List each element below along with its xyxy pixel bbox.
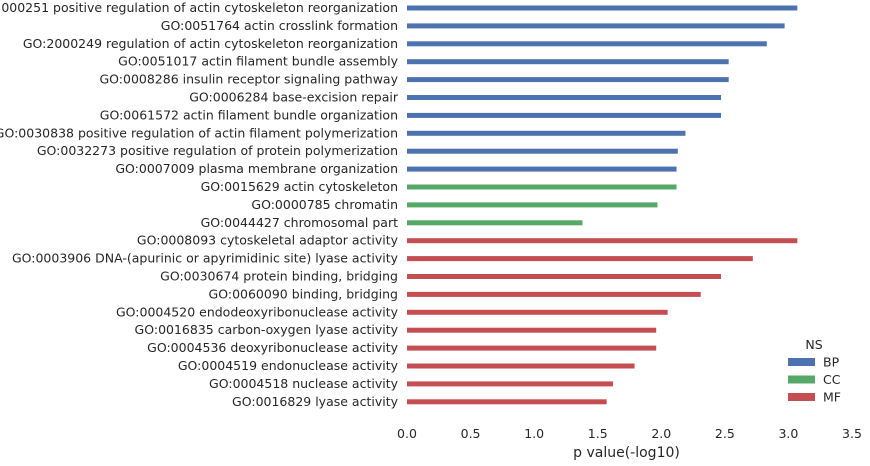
- category-label: GO:0051017 actin filament bundle assembl…: [118, 54, 398, 69]
- bar: [407, 309, 668, 315]
- category-label: GO:0004519 endonuclease activity: [178, 358, 399, 373]
- category-label: GO:0016835 carbon-oxygen lyase activity: [135, 322, 399, 337]
- legend-title: NS: [805, 337, 822, 352]
- x-tick-label: 0.0: [397, 426, 417, 441]
- category-label: GO:0007009 plasma membrane organization: [115, 161, 398, 176]
- category-label: GO:0008093 cytoskeletal adaptor activity: [137, 233, 399, 248]
- category-label: GO:0030838 positive regulation of actin …: [0, 125, 398, 140]
- category-label: GO:0044427 chromosomal part: [201, 215, 398, 230]
- legend: NS BP CC MF: [788, 337, 841, 405]
- category-label: GO:0051764 actin crosslink formation: [161, 18, 398, 33]
- x-axis-ticks: 0.0 0.5 1.0 1.5 2.0 2.5 3.0 3.5: [397, 426, 862, 441]
- bar: [407, 23, 785, 29]
- x-tick-label: 0.5: [461, 426, 481, 441]
- category-label: GO:0000785 chromatin: [251, 197, 398, 212]
- category-label: GO:0003906 DNA-(apurinic or apyrimidinic…: [12, 251, 399, 266]
- category-label: GO:0006284 base-excision repair: [189, 90, 399, 105]
- category-labels: GO:2000251 positive regulation of actin …: [0, 0, 399, 409]
- bar: [407, 5, 798, 11]
- category-label: GO:0004520 endodeoxyribonuclease activit…: [116, 304, 399, 319]
- legend-swatch: [788, 375, 815, 384]
- category-label: GO:0030674 protein binding, bridging: [160, 269, 398, 284]
- bar: [407, 238, 798, 244]
- legend-label: BP: [823, 355, 840, 370]
- category-label: GO:0061572 actin filament bundle organiz…: [100, 107, 398, 122]
- category-label: GO:0060090 binding, bridging: [209, 286, 398, 301]
- x-tick-label: 3.5: [842, 426, 862, 441]
- category-label: GO:0004536 deoxyribonuclease activity: [147, 340, 398, 355]
- bar: [407, 112, 722, 118]
- bar: [407, 256, 753, 262]
- category-label: GO:2000249 regulation of actin cytoskele…: [23, 36, 398, 51]
- bars-group: [407, 5, 798, 405]
- bar: [407, 130, 686, 136]
- bar: [407, 363, 635, 369]
- x-tick-label: 3.0: [778, 426, 798, 441]
- category-label: GO:0004518 nuclease activity: [209, 376, 399, 391]
- bar: [407, 399, 607, 405]
- bar: [407, 59, 729, 65]
- bar: [407, 95, 722, 100]
- bar: [407, 381, 613, 387]
- x-tick-label: 2.5: [715, 426, 735, 441]
- legend-label: CC: [823, 372, 841, 387]
- legend-swatch: [788, 393, 815, 401]
- bar: [407, 184, 677, 190]
- bar: [407, 327, 657, 333]
- bar: [407, 148, 678, 154]
- bar: [407, 166, 677, 172]
- x-axis-title: p value(-log10): [573, 445, 680, 461]
- category-label: GO:0032273 positive regulation of protei…: [37, 143, 398, 158]
- bar: [407, 345, 657, 351]
- bar: [407, 41, 767, 47]
- legend-label: MF: [823, 390, 841, 405]
- category-label: GO:2000251 positive regulation of actin …: [0, 0, 398, 15]
- x-tick-label: 1.0: [524, 426, 544, 441]
- bar: [407, 77, 729, 83]
- x-tick-label: 1.5: [588, 426, 608, 441]
- x-tick-label: 2.0: [651, 426, 671, 441]
- category-label: GO:0008286 insulin receptor signaling pa…: [99, 72, 398, 87]
- category-label: GO:0016829 lyase activity: [232, 394, 399, 409]
- bar: [407, 291, 701, 297]
- bar: [407, 274, 722, 279]
- bar: [407, 220, 583, 226]
- category-label: GO:0015629 actin cytoskeleton: [201, 179, 398, 194]
- legend-swatch: [788, 358, 815, 366]
- bar: [407, 202, 658, 208]
